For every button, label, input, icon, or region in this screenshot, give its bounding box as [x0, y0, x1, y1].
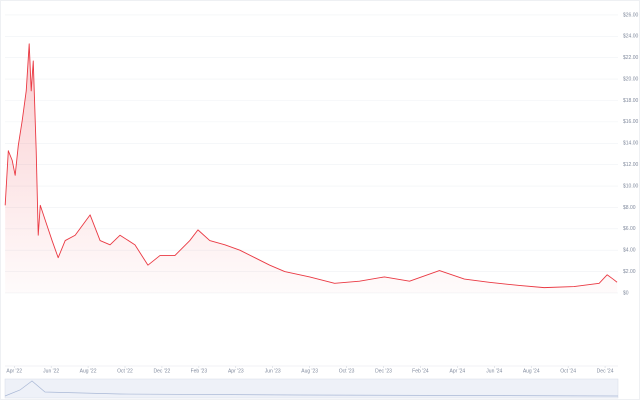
x-tick-label: Dec '24 — [597, 368, 614, 374]
x-tick-label: Jun '23 — [265, 368, 281, 374]
x-tick-label: Apr '23 — [228, 368, 244, 374]
y-tick-label: $20.00 — [623, 76, 639, 82]
y-tick-label: $16.00 — [623, 119, 639, 125]
x-tick-label: Dec '23 — [375, 368, 392, 374]
y-tick-label: $4.00 — [623, 248, 636, 254]
navigator-line — [4, 380, 619, 397]
x-tick-label: Apr '24 — [450, 368, 466, 374]
x-tick-label: Feb '23 — [191, 368, 208, 374]
x-tick-label: Apr '22 — [6, 368, 22, 374]
y-tick-label: $18.00 — [623, 98, 639, 104]
x-tick-label: Aug '22 — [80, 368, 97, 374]
y-tick-label: $12.00 — [623, 162, 639, 168]
x-tick-label: Dec '22 — [154, 368, 171, 374]
x-tick-label: Aug '24 — [523, 368, 540, 374]
area-fill — [5, 43, 618, 293]
y-tick-label: $22.00 — [623, 55, 639, 61]
x-tick-label: Oct '22 — [117, 368, 133, 374]
price-line — [4, 43, 618, 289]
y-tick-label: $10.00 — [623, 183, 639, 189]
x-tick-label: Feb '24 — [412, 368, 429, 374]
y-tick-label: $2.00 — [623, 269, 636, 275]
y-tick-label: $14.00 — [623, 141, 639, 147]
x-tick-label: Jun '22 — [43, 368, 59, 374]
x-tick-label: Oct '24 — [560, 368, 576, 374]
y-tick-label: $8.00 — [623, 205, 636, 211]
y-tick-label: $26.00 — [623, 12, 639, 18]
x-tick-label: Aug '23 — [301, 368, 318, 374]
y-tick-label: $0 — [623, 290, 629, 296]
y-tick-label: $24.00 — [623, 34, 639, 40]
x-tick-label: Jun '24 — [486, 368, 502, 374]
y-tick-label: $6.00 — [623, 226, 636, 232]
navigator[interactable] — [4, 378, 619, 399]
x-tick-label: Oct '23 — [339, 368, 355, 374]
